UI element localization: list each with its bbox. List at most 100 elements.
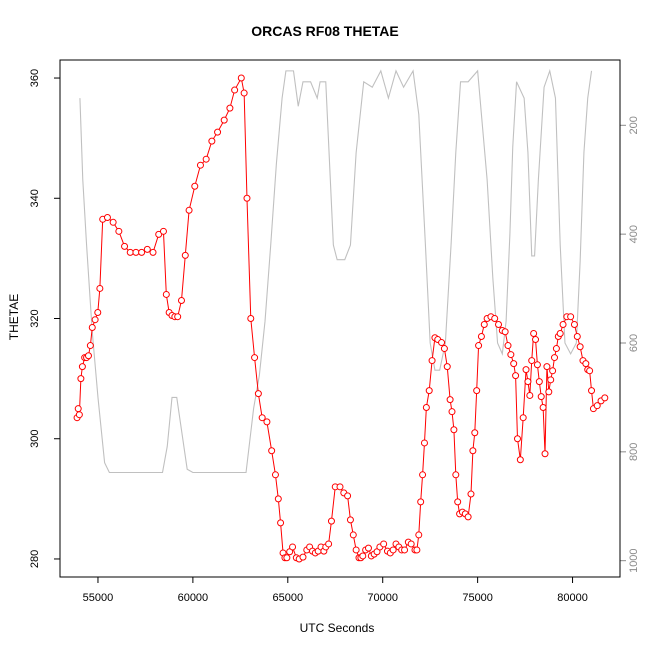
red-point-30	[177, 296, 185, 304]
y-tick-label-4: 360	[29, 69, 41, 87]
red-point-133	[504, 342, 512, 350]
red-point-173	[601, 394, 609, 402]
red-point-69	[325, 540, 333, 548]
red-point-163	[573, 333, 581, 341]
red-point-2	[75, 411, 83, 419]
red-point-72	[336, 483, 344, 491]
red-point-19	[132, 248, 140, 256]
red-point-16	[115, 227, 123, 235]
red-point-130	[495, 321, 503, 329]
x-tick-label-2: 65000	[272, 592, 303, 604]
red-point-138	[516, 456, 524, 464]
red-point-142	[526, 391, 534, 399]
red-point-141	[524, 378, 532, 386]
red-point-50	[271, 471, 279, 479]
plot-frame	[59, 59, 621, 578]
red-point-99	[415, 531, 423, 539]
red-point-57	[289, 543, 297, 551]
red-point-31	[181, 251, 189, 259]
red-point-60	[299, 553, 307, 561]
right-tick-label-4: 1000	[628, 548, 640, 572]
y-tick-label-2: 320	[29, 309, 41, 327]
red-point-14	[103, 214, 111, 221]
red-point-8	[86, 342, 94, 350]
red-point-156	[552, 345, 560, 353]
red-point-114	[452, 471, 460, 479]
red-point-149	[539, 403, 547, 411]
red-point-169	[588, 387, 596, 395]
red-point-18	[126, 248, 134, 256]
red-point-171	[593, 402, 601, 410]
red-point-144	[530, 330, 538, 338]
red-point-22	[149, 248, 157, 256]
red-point-74	[344, 492, 352, 500]
red-point-134	[507, 351, 515, 359]
red-point-102	[420, 439, 428, 447]
red-point-159	[559, 321, 567, 329]
red-point-39	[226, 104, 234, 112]
red-point-103	[422, 403, 430, 411]
red-point-9	[88, 324, 96, 332]
red-point-108	[438, 339, 446, 347]
red-point-115	[454, 498, 462, 506]
red-point-44	[247, 315, 255, 322]
red-point-168	[586, 367, 594, 375]
x-axis-label: UTC Seconds	[300, 621, 375, 635]
red-point-161	[567, 313, 575, 321]
red-point-3	[77, 375, 85, 383]
right-tick-label-2: 600	[628, 334, 640, 352]
red-point-151	[543, 363, 551, 371]
red-point-143	[528, 357, 536, 365]
red-point-158	[556, 330, 564, 338]
series-line-gray	[79, 68, 593, 474]
red-point-153	[547, 376, 555, 384]
red-point-145	[532, 336, 540, 344]
red-point-33	[191, 182, 199, 190]
red-point-166	[582, 360, 590, 368]
red-point-75	[346, 516, 354, 524]
red-point-29	[174, 313, 182, 321]
red-point-15	[109, 218, 117, 226]
x-tick-label-3: 70000	[367, 592, 398, 604]
red-point-152	[545, 388, 553, 396]
right-tick-label-3: 800	[628, 443, 640, 461]
x-tick-label-1: 60000	[178, 592, 209, 604]
red-point-120	[467, 490, 475, 498]
red-point-110	[443, 363, 451, 371]
red-point-121	[469, 447, 477, 455]
red-point-129	[491, 315, 499, 322]
red-point-100	[417, 498, 425, 506]
red-point-125	[477, 333, 485, 341]
red-point-21	[143, 245, 151, 253]
red-point-36	[208, 137, 216, 145]
red-point-17	[121, 242, 129, 250]
red-point-70	[327, 517, 335, 525]
red-point-43	[243, 194, 251, 202]
red-point-154	[549, 367, 557, 375]
red-point-94	[401, 546, 409, 554]
y-tick-label-1: 300	[29, 430, 41, 448]
red-point-123	[473, 387, 481, 395]
red-point-90	[389, 546, 397, 554]
red-point-139	[519, 414, 527, 422]
red-point-124	[475, 342, 483, 350]
red-point-137	[513, 435, 521, 443]
axes-layer: 55000 60000 65000 70000 75000 80000 280 300 320 3…	[29, 69, 640, 604]
red-point-46	[254, 390, 262, 398]
red-point-82	[364, 544, 372, 552]
right-tick-label-1: 400	[628, 225, 640, 243]
red-point-47	[258, 414, 266, 422]
red-point-96	[407, 540, 415, 548]
red-point-122	[471, 429, 479, 437]
red-point-11	[94, 308, 102, 316]
red-point-12	[96, 284, 104, 292]
red-point-48	[263, 418, 271, 426]
red-point-4	[78, 363, 86, 371]
y-tick-label-3: 340	[29, 189, 41, 207]
red-point-20	[138, 248, 146, 256]
red-point-98	[413, 546, 421, 554]
x-tick-label-0: 55000	[83, 592, 114, 604]
red-point-113	[450, 426, 458, 434]
y-tick-label-0: 280	[29, 550, 41, 568]
